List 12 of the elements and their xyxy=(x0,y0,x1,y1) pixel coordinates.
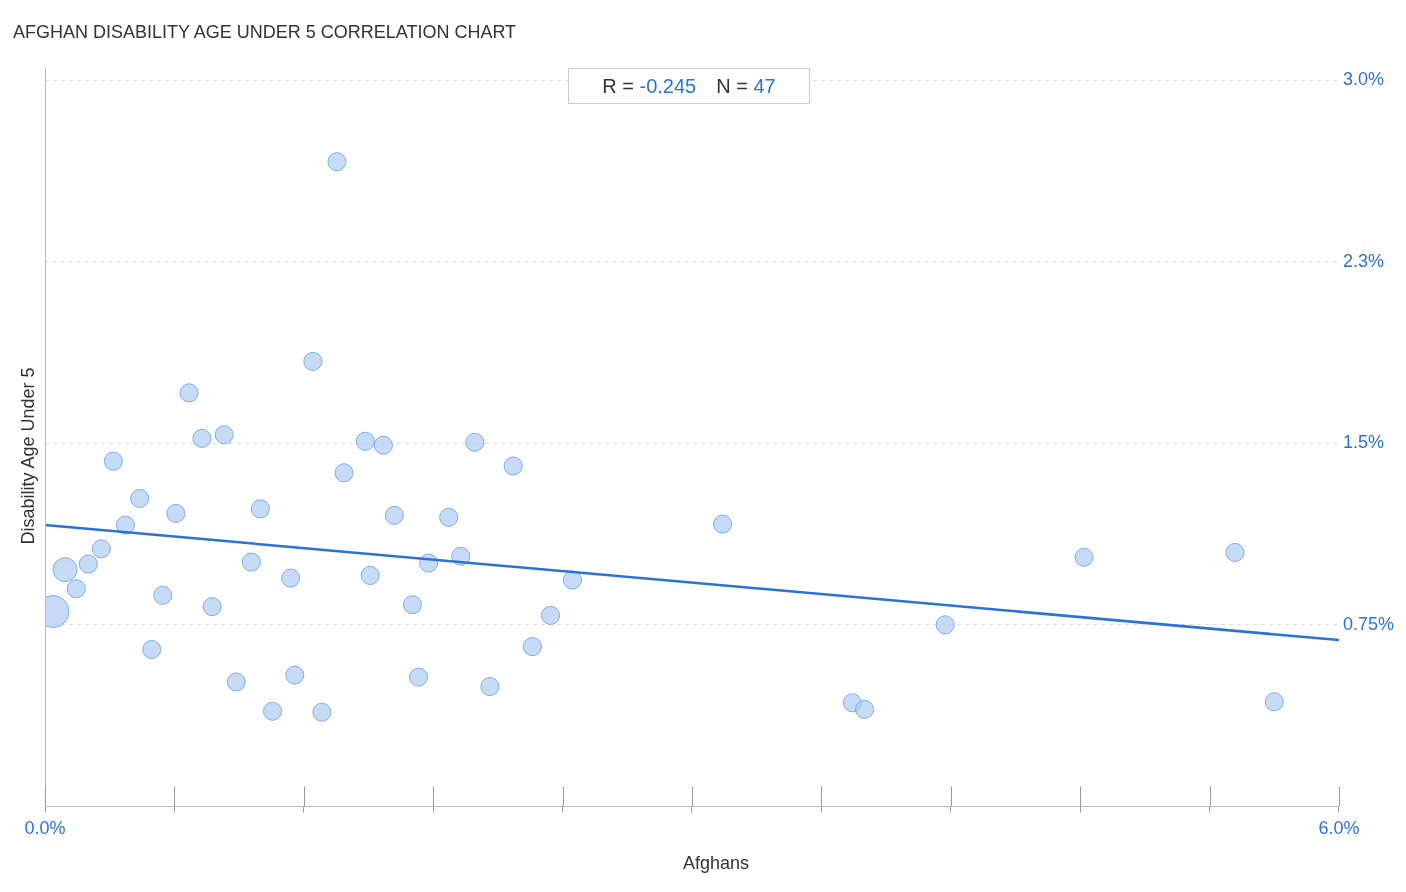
x-axis-title: Afghans xyxy=(682,853,750,874)
annotation: R = -0.245 xyxy=(602,74,697,98)
x-tick-label: 0.0% xyxy=(24,818,66,839)
y-tick-label: 2.3% xyxy=(1342,250,1384,271)
annotation: N = 47 xyxy=(716,74,776,98)
stats-box: R = -0.245 N = 47 xyxy=(568,68,810,104)
x-tick-label: 6.0% xyxy=(1318,818,1360,839)
chart-title: AFGHAN DISABILITY AGE UNDER 5 CORRELATION CHART xyxy=(13,22,517,43)
y-axis-title: Disability Age Under 5 xyxy=(17,367,39,545)
y-tick-label: 1.5% xyxy=(1342,432,1384,453)
y-tick-label: 0.75% xyxy=(1342,613,1395,634)
y-tick-label: 3.0% xyxy=(1342,69,1384,90)
